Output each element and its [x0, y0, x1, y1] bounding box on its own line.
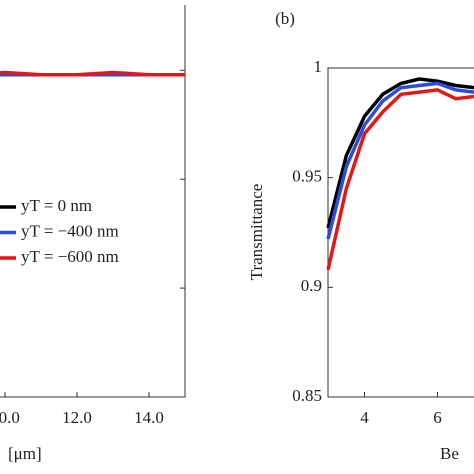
y-axis-label: Transmittance — [247, 184, 266, 281]
series-line — [326, 77, 474, 229]
y-tick-label: 1 — [314, 57, 323, 76]
legend-label: yT = −400 nm — [21, 221, 119, 240]
x-axis-label: [μm] — [8, 444, 42, 463]
plot-frame — [327, 67, 474, 398]
y-tick-label: 0.85 — [292, 386, 322, 405]
x-axis-label: Be — [440, 444, 459, 463]
legend-label: yT = 0 nm — [21, 196, 92, 215]
x-tick-label: 10.0 — [0, 408, 20, 427]
x-tick-label: 12.0 — [62, 408, 92, 427]
y-tick-label: 0.9 — [301, 276, 322, 295]
series-line — [326, 88, 474, 271]
x-tick-label: 6 — [433, 408, 442, 427]
series-line — [0, 70, 185, 77]
x-tick-label: 14.0 — [134, 408, 164, 427]
chart-title: (b) — [275, 9, 295, 28]
plot-frame — [0, 5, 186, 398]
series-line — [326, 81, 474, 240]
y-tick-label: 0.95 — [292, 167, 322, 186]
legend-label: yT = −600 nm — [21, 247, 119, 266]
x-tick-label: 4 — [360, 408, 369, 427]
